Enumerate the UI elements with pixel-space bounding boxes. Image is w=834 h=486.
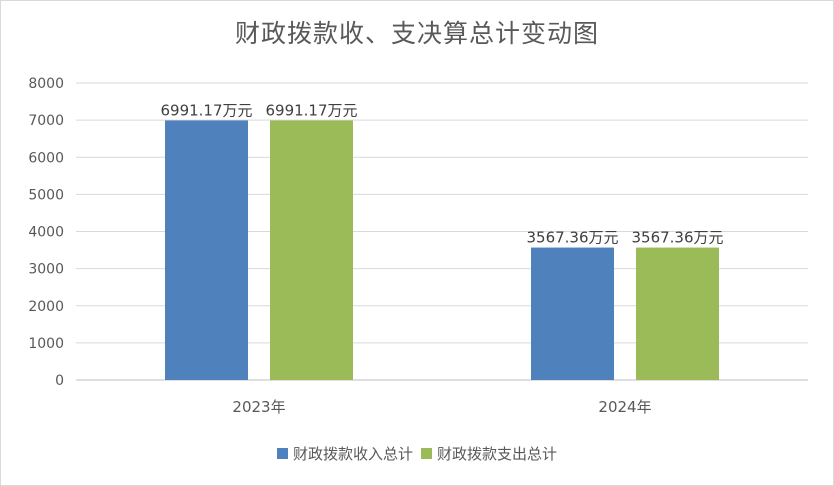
legend-label-expense: 财政拨款支出总计 bbox=[437, 445, 558, 463]
y-axis-ticks: 0 1000 2000 3000 4000 5000 6000 7000 8000 bbox=[28, 76, 64, 389]
y-tick-label: 1000 bbox=[28, 336, 64, 352]
y-tick-label: 2000 bbox=[28, 299, 64, 315]
legend-item-expense: 财政拨款支出总计 bbox=[421, 443, 557, 464]
x-axis-categories: 2023年 2024年 bbox=[232, 398, 651, 416]
bar-expense-1 bbox=[636, 247, 719, 380]
y-tick-label: 0 bbox=[55, 373, 64, 389]
legend-swatch-income bbox=[276, 448, 288, 459]
x-category-label: 2024年 bbox=[598, 398, 651, 416]
bars bbox=[165, 120, 719, 380]
y-tick-label: 7000 bbox=[28, 113, 64, 129]
y-tick-label: 6000 bbox=[28, 150, 64, 166]
bar-income-1 bbox=[531, 247, 614, 380]
y-tick-label: 4000 bbox=[28, 225, 64, 241]
data-label: 3567.36万元 bbox=[631, 229, 723, 247]
data-label: 3567.36万元 bbox=[526, 229, 618, 247]
legend-swatch-expense bbox=[421, 448, 432, 459]
legend-item-income: 财政拨款收入总计 bbox=[276, 443, 413, 464]
y-tick-label: 8000 bbox=[28, 76, 64, 92]
data-label: 6991.17万元 bbox=[265, 101, 357, 119]
y-tick-label: 5000 bbox=[28, 187, 64, 203]
x-category-label: 2023年 bbox=[232, 398, 285, 416]
y-tick-label: 3000 bbox=[28, 262, 64, 278]
chart-title: 财政拨款收、支决算总计变动图 bbox=[234, 19, 599, 48]
bar-expense-0 bbox=[270, 120, 353, 380]
data-label: 6991.17万元 bbox=[160, 101, 252, 119]
legend: 财政拨款收入总计 财政拨款支出总计 bbox=[0, 443, 834, 464]
data-labels: 6991.17万元 6991.17万元 3567.36万元 3567.36万元 bbox=[160, 101, 723, 246]
bar-income-0 bbox=[165, 120, 248, 380]
legend-label-income: 财政拨款收入总计 bbox=[292, 445, 413, 463]
